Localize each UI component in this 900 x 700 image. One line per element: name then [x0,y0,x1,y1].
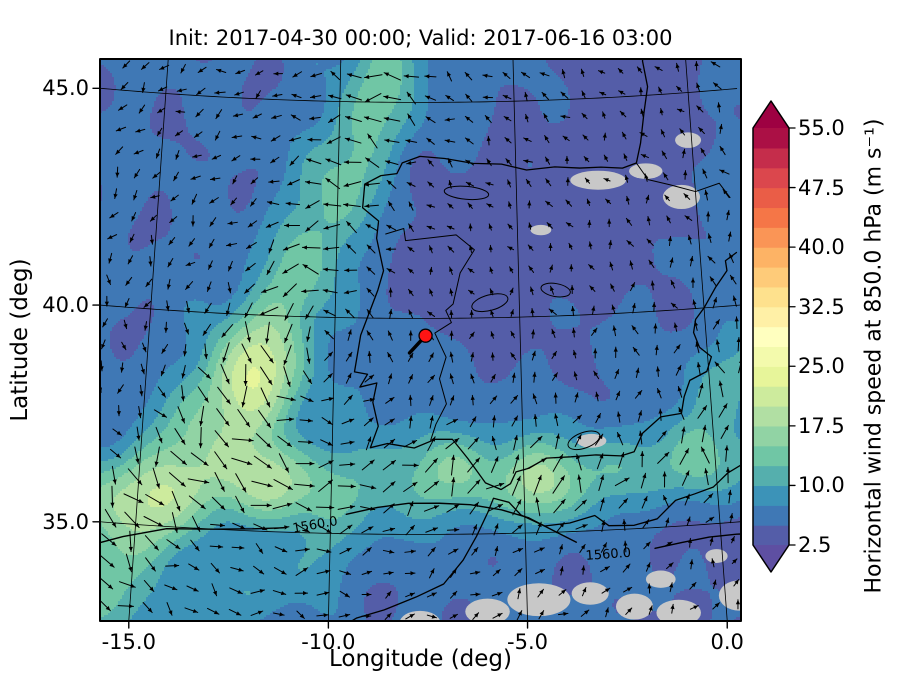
colorbar-tick-label: 25.0 [798,354,845,379]
x-axis-tick-label: -5.0 [507,630,549,654]
y-axis-tick-label: 45.0 [42,76,89,101]
x-axis-tick-label: -10.0 [301,630,356,654]
x-axis-tick-label: 0.0 [710,630,744,654]
y-axis-tick-label: 35.0 [42,509,89,534]
y-axis-label: Latitude (deg) [7,258,33,422]
y-axis-tick-label: 40.0 [42,293,89,318]
plot-title: Init: 2017-04-30 00:00; Valid: 2017-06-1… [168,26,673,50]
colorbar-tick-label: 10.0 [798,473,845,498]
colorbar-tick-label: 17.5 [798,413,845,438]
colorbar-tick-label: 2.5 [798,533,832,557]
colorbar-tick-label: 32.5 [798,294,845,319]
colorbar-tick-label: 47.5 [798,175,845,200]
x-axis-tick-label: -15.0 [101,630,156,654]
colorbar-tick-label: 55.0 [798,116,845,140]
colorbar-tick-label: 40.0 [798,235,845,260]
colorbar-label: Horizontal wind speed at 850.0 hPa (m s⁻… [861,118,887,594]
x-axis-label: Longitude (deg) [328,646,512,672]
